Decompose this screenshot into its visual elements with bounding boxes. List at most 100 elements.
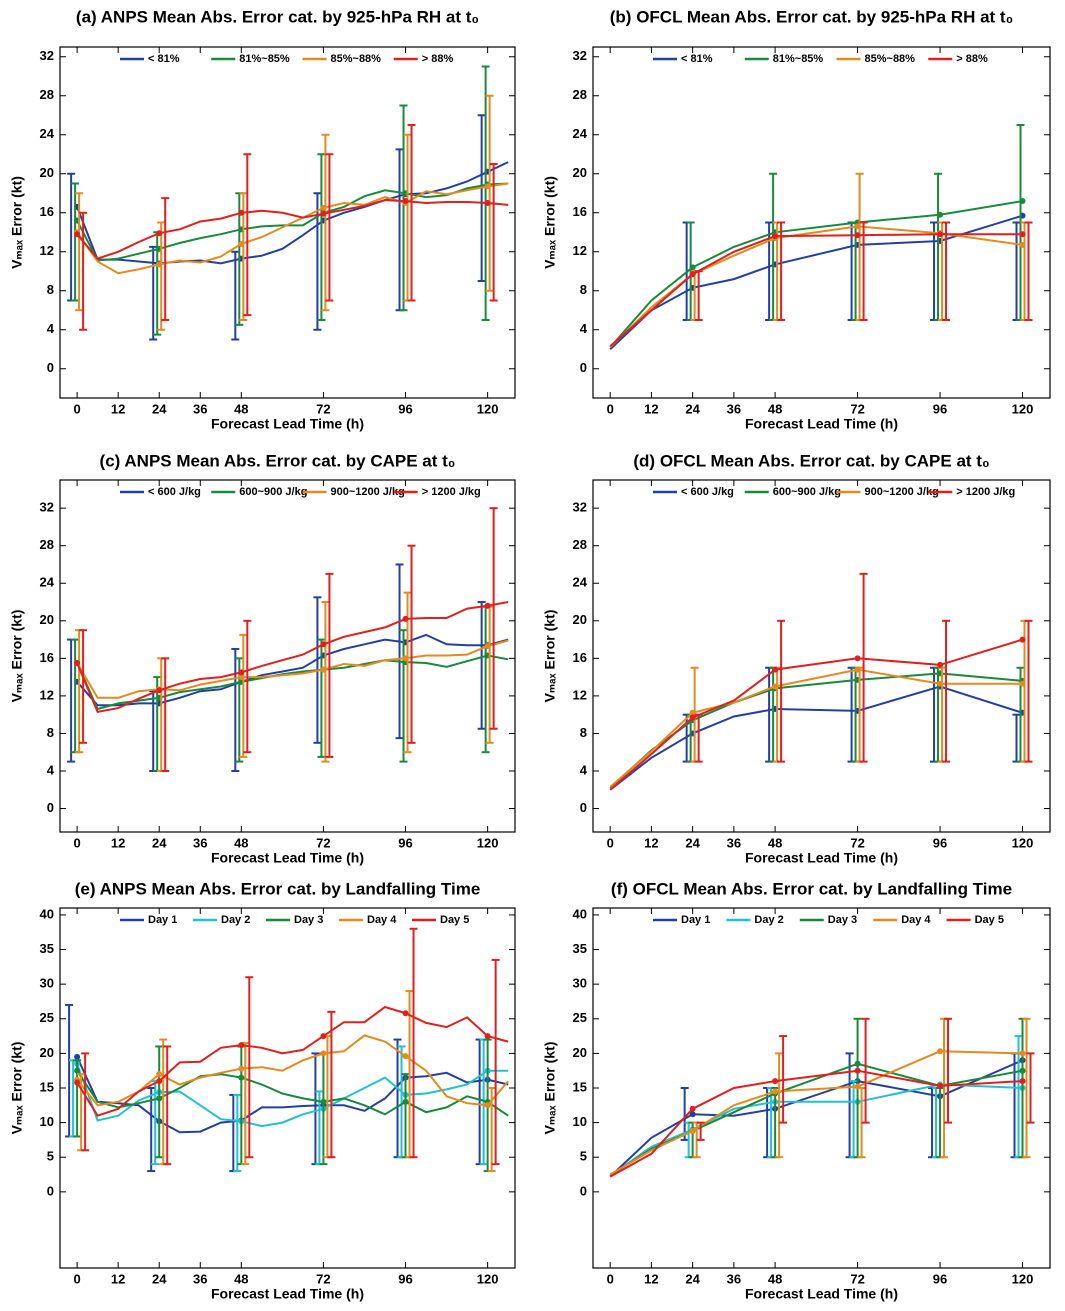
point	[937, 231, 944, 238]
series-line	[609, 685, 1023, 791]
y-tick-label: 16	[40, 204, 54, 219]
point	[74, 660, 81, 667]
point	[320, 641, 327, 648]
y-axis-label: Vₘₐₓ Error (kt)	[9, 176, 25, 269]
x-tick-label: 0	[607, 401, 614, 416]
y-tick-label: 28	[573, 87, 587, 102]
y-tick-label: 20	[573, 1045, 587, 1060]
x-tick-label: 12	[111, 835, 125, 850]
point	[402, 1010, 409, 1017]
panel-title: (c) ANPS Mean Abs. Error cat. by CAPE at…	[100, 451, 456, 470]
point	[1019, 680, 1026, 687]
point	[402, 1053, 409, 1060]
legend-label: Day 1	[148, 914, 177, 926]
y-tick-label: 35	[40, 941, 54, 956]
point	[772, 683, 779, 690]
legend-label: Day 2	[221, 914, 250, 926]
series-line	[76, 199, 509, 260]
point	[854, 655, 861, 662]
y-tick-label: 35	[573, 941, 587, 956]
y-tick-label: 5	[47, 1149, 54, 1164]
y-tick-label: 4	[47, 762, 55, 777]
x-tick-label: 96	[398, 401, 412, 416]
point	[320, 1098, 327, 1105]
point	[689, 714, 696, 721]
legend-label: < 81%	[681, 53, 713, 65]
x-tick-label: 72	[850, 835, 864, 850]
x-tick-label: 12	[111, 401, 125, 416]
y-tick-label: 0	[580, 1183, 587, 1198]
point	[937, 211, 944, 218]
legend-label: > 1200 J/kg	[956, 486, 1015, 498]
panel: (c) ANPS Mean Abs. Error cat. by CAPE at…	[9, 451, 516, 866]
point	[854, 666, 861, 673]
panel-title: (a) ANPS Mean Abs. Error cat. by 925-hPa…	[76, 7, 479, 26]
y-tick-label: 15	[573, 1079, 587, 1094]
series-line	[609, 200, 1023, 348]
x-tick-label: 72	[850, 1271, 864, 1286]
y-tick-label: 8	[580, 725, 587, 740]
y-tick-label: 4	[47, 321, 55, 336]
y-tick-label: 28	[40, 87, 54, 102]
series-line	[76, 1056, 509, 1134]
plot-frame	[59, 46, 516, 399]
series-line	[76, 1034, 509, 1107]
x-tick-label: 120	[1012, 835, 1034, 850]
y-tick-label: 30	[573, 976, 587, 991]
x-tick-label: 24	[152, 401, 167, 416]
x-axis-label: Forecast Lead Time (h)	[211, 1286, 364, 1302]
y-tick-label: 4	[580, 321, 588, 336]
y-tick-label: 24	[573, 126, 588, 141]
x-tick-label: 48	[234, 401, 248, 416]
point	[1019, 1050, 1026, 1057]
point	[689, 1127, 696, 1134]
legend-label: > 88%	[422, 53, 454, 65]
legend-label: Day 2	[754, 914, 783, 926]
x-tick-label: 72	[316, 1271, 330, 1286]
x-axis-label: Forecast Lead Time (h)	[211, 416, 364, 432]
x-tick-label: 24	[152, 835, 167, 850]
y-tick-label: 16	[573, 650, 587, 665]
point	[484, 602, 491, 609]
point	[238, 1074, 245, 1081]
legend-label: 600~900 J/kg	[773, 486, 841, 498]
y-tick-label: 12	[40, 243, 54, 258]
x-axis-label: Forecast Lead Time (h)	[745, 1286, 898, 1302]
y-tick-label: 40	[40, 906, 54, 921]
point	[238, 1065, 245, 1072]
point	[689, 264, 696, 271]
legend-label: 85%~88%	[331, 53, 382, 65]
x-tick-label: 36	[727, 401, 741, 416]
x-tick-label: 96	[398, 1271, 412, 1286]
point	[320, 1033, 327, 1040]
y-tick-label: 28	[40, 537, 54, 552]
y-tick-label: 0	[47, 1183, 54, 1198]
point	[320, 210, 327, 217]
series-line	[76, 639, 509, 699]
x-tick-label: 96	[933, 835, 947, 850]
y-tick-label: 0	[47, 360, 54, 375]
point	[320, 1050, 327, 1057]
legend-label: < 81%	[148, 53, 180, 65]
point	[156, 230, 163, 237]
point	[1019, 231, 1026, 238]
x-tick-label: 36	[193, 835, 207, 850]
panel: (a) ANPS Mean Abs. Error cat. by 925-hPa…	[9, 7, 516, 432]
point	[320, 204, 327, 211]
series-line	[76, 161, 509, 265]
point	[484, 183, 491, 190]
x-tick-label: 0	[73, 835, 80, 850]
x-tick-label: 48	[768, 1271, 782, 1286]
legend-label: > 88%	[956, 53, 988, 65]
series-line	[76, 601, 509, 714]
y-tick-label: 0	[47, 800, 54, 815]
point	[854, 232, 861, 239]
legend-label: < 600 J/kg	[681, 486, 734, 498]
panel: (e) ANPS Mean Abs. Error cat. by Landfal…	[9, 879, 516, 1302]
y-tick-label: 8	[47, 725, 54, 740]
point	[689, 1111, 696, 1118]
legend-label: Day 3	[828, 914, 857, 926]
point	[772, 1078, 779, 1085]
point	[402, 615, 409, 622]
